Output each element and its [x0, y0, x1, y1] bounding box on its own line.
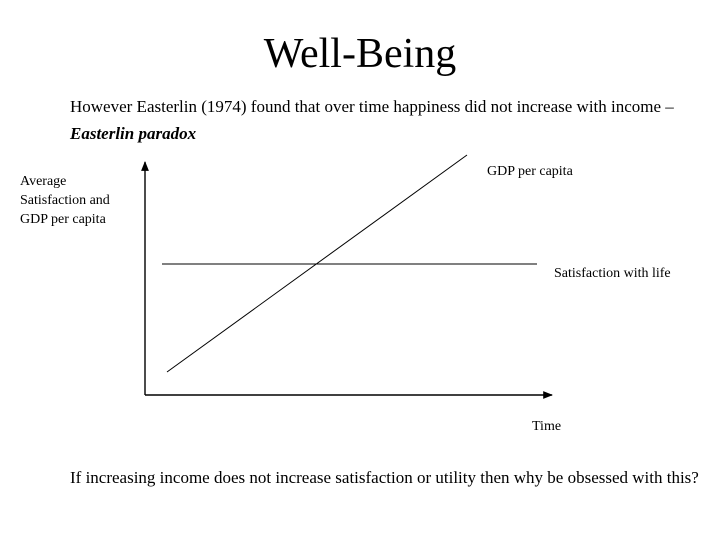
x-axis-label: Time [532, 419, 562, 434]
slide-title: Well-Being [263, 31, 457, 77]
satisfaction-series-label: Satisfaction with life [554, 266, 671, 281]
intro-paragraph: However Easterlin (1974) found that over… [70, 93, 700, 147]
intro-text: However Easterlin (1974) found that over… [70, 97, 674, 116]
closing-paragraph: If increasing income does not increase s… [70, 468, 699, 487]
gdp-series-label: GDP per capita [487, 164, 573, 179]
intro-emphasis: Easterlin paradox [70, 124, 197, 143]
y-axis-label: Average Satisfaction and GDP per capita [20, 174, 110, 227]
